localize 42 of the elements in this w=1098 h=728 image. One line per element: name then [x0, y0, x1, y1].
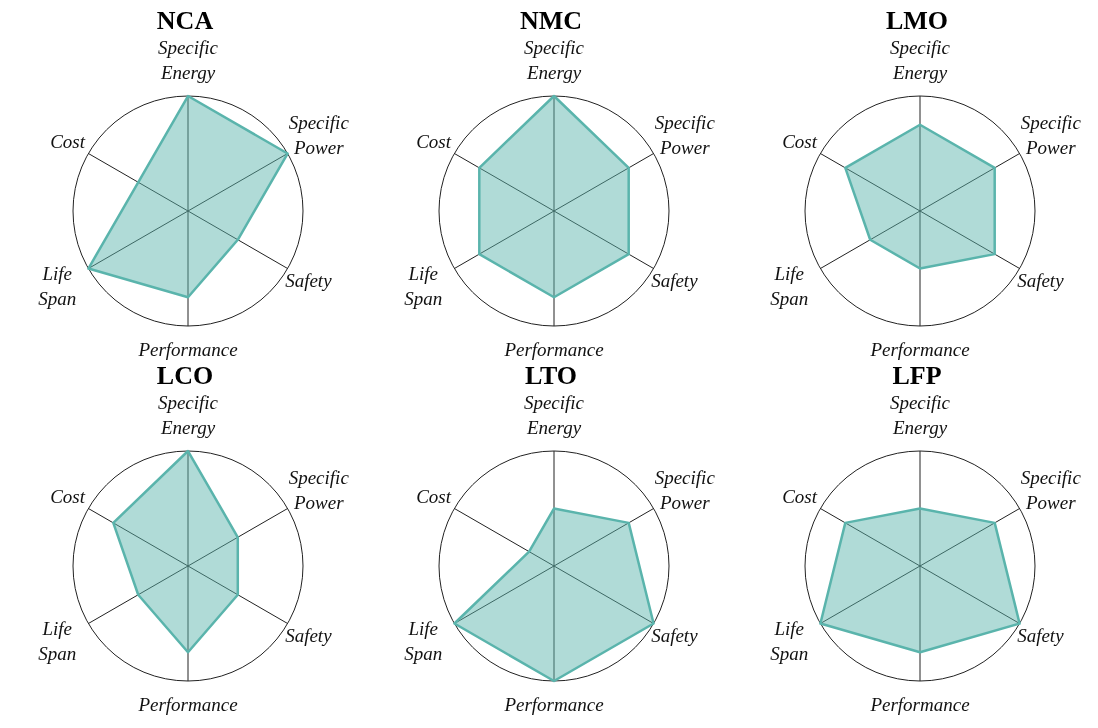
chart-title: LTO: [523, 361, 579, 390]
spoke-label: Specific Power: [654, 467, 716, 513]
spoke-label: Performance: [503, 694, 604, 715]
spoke-label: Specific Power: [1020, 467, 1082, 513]
spoke-label: Life Span: [404, 263, 443, 309]
spoke-label: Cost: [50, 485, 86, 507]
spoke-label: Performance: [869, 339, 970, 360]
spoke-label: Performance: [869, 694, 970, 715]
spoke-label: Safety: [651, 624, 699, 646]
spoke-label: Cost: [416, 130, 452, 152]
spoke-label: Specific Energy: [523, 36, 585, 83]
spoke-label: Cost: [416, 485, 452, 507]
spoke-label: Life Span: [38, 618, 77, 664]
chart-title: LCO: [155, 361, 215, 390]
spoke-label: Specific Energy: [157, 391, 219, 438]
chart-title: LMO: [884, 6, 950, 35]
spoke-label: Specific Energy: [157, 36, 219, 83]
spoke-label: Safety: [1017, 269, 1065, 291]
spoke-label: Specific Power: [288, 467, 350, 513]
spoke-label: Performance: [137, 694, 238, 715]
spoke-label: Specific Power: [288, 112, 350, 158]
spoke-label: Cost: [50, 130, 86, 152]
spoke-label: Cost: [782, 485, 818, 507]
spoke-label: Specific Energy: [889, 36, 951, 83]
spoke-label: Specific Power: [1020, 112, 1082, 158]
spoke-label: Performance: [137, 339, 238, 360]
spoke-label: Life Span: [770, 618, 809, 664]
spoke-label: Safety: [285, 269, 333, 291]
spoke-label: Life Span: [38, 263, 77, 309]
spoke-label: Safety: [1017, 624, 1065, 646]
chart-title: NMC: [518, 6, 584, 35]
chart-title: NCA: [155, 6, 215, 35]
spoke-label: Specific Energy: [889, 391, 951, 438]
spoke-label: Specific Energy: [523, 391, 585, 438]
spoke-label: Performance: [503, 339, 604, 360]
spoke-label: Safety: [651, 269, 699, 291]
spoke-label: Life Span: [770, 263, 809, 309]
chart-title: LFP: [891, 361, 943, 390]
spoke-label: Specific Power: [654, 112, 716, 158]
spoke-label: Life Span: [404, 618, 443, 664]
spoke-label: Safety: [285, 624, 333, 646]
spoke-label: Cost: [782, 130, 818, 152]
